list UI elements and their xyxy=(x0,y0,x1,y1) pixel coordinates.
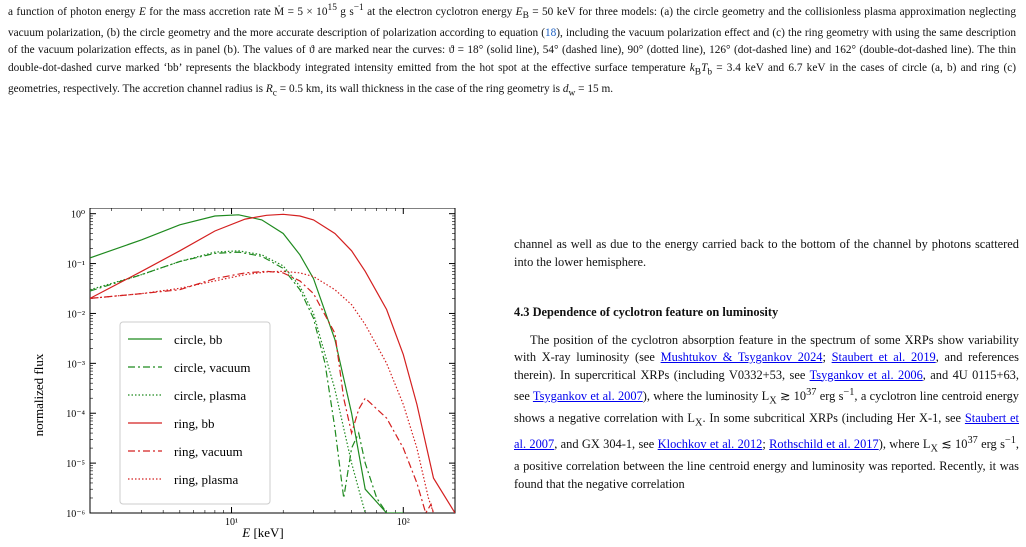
paragraph: The position of the cyclotron absorption… xyxy=(514,332,1020,491)
plot-frame xyxy=(89,207,456,514)
body-column: channel as well as due to the energy car… xyxy=(514,236,1019,493)
legend-label: ring, plasma xyxy=(174,472,238,487)
equation-link[interactable]: 18 xyxy=(544,27,557,40)
x-axis-label: E [keV] xyxy=(241,525,284,540)
section-heading: 4.3 Dependence of cyclotron feature on l… xyxy=(514,305,779,319)
chart-legend: circle, bb circle, vacuum circle, plasma ri… xyxy=(119,321,271,505)
citation-link[interactable]: Tsygankov et al. 2007 xyxy=(532,389,643,404)
paragraph-continued: channel as well as due to the energy car… xyxy=(514,237,1019,269)
citation-link[interactable]: Staubert et al. 2019 xyxy=(831,350,936,364)
citation-link[interactable]: Tsygankov et al. 2006 xyxy=(809,367,923,382)
y-tick-label: 10⁻⁵ xyxy=(66,459,85,470)
plot-curves xyxy=(90,213,455,513)
citation-link[interactable]: Rothschild et al. 2017 xyxy=(769,437,879,452)
series-line-circle-plasma xyxy=(90,250,366,513)
spectrum-figure: 10⁰ 10⁻¹ 10⁻² 10⁻³ 10⁻⁴ 10⁻⁵ 10⁻⁶ 10¹ 10² circle… xyxy=(0,207,480,542)
legend-label: circle, bb xyxy=(174,332,222,347)
x-tick-label: 10¹ xyxy=(225,517,238,528)
y-tick-label: 10⁻³ xyxy=(67,359,85,370)
y-tick-label: 10⁻² xyxy=(67,309,85,320)
series-line-ring-vacuum xyxy=(90,270,435,513)
legend-box xyxy=(119,321,271,505)
series-line-circle-bb xyxy=(90,214,404,513)
spectrum-chart: 10⁰ 10⁻¹ 10⁻² 10⁻³ 10⁻⁴ 10⁻⁵ 10⁻⁶ 10¹ 10² circle… xyxy=(31,207,456,540)
axis-ticks: 10⁰ 10⁻¹ 10⁻² 10⁻³ 10⁻⁴ 10⁻⁵ 10⁻⁶ 10¹ 10² xyxy=(66,208,456,528)
y-axis-label: normalized flux xyxy=(31,353,46,436)
legend-label: ring, bb xyxy=(174,416,214,431)
citation-link[interactable]: Mushtukov & Tsygankov 2024 xyxy=(660,350,823,364)
legend-label: circle, plasma xyxy=(174,388,246,403)
legend-label: ring, vacuum xyxy=(174,444,243,459)
series-line-ring-bb xyxy=(90,213,455,513)
series-line-circle-vacuum xyxy=(90,251,388,513)
citation-link[interactable]: Staubert et al. 2007 xyxy=(514,411,1019,452)
figure-caption: a function of photon energy E for the ma… xyxy=(8,3,1016,99)
y-tick-label: 10⁰ xyxy=(71,210,85,221)
x-tick-label: 10² xyxy=(397,517,410,528)
y-tick-label: 10⁻¹ xyxy=(67,260,85,271)
legend-label: circle, vacuum xyxy=(174,360,251,375)
citation-link[interactable]: Klochkov et al. 2012 xyxy=(657,437,763,452)
y-tick-label: 10⁻⁶ xyxy=(66,509,85,520)
y-tick-label: 10⁻⁴ xyxy=(66,409,85,420)
